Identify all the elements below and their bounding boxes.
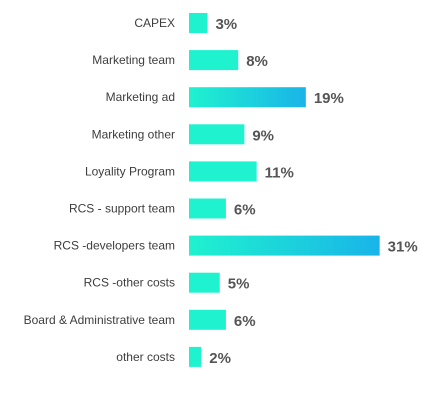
- category-label: RCS -developers team: [54, 239, 175, 253]
- bar: [189, 272, 220, 293]
- bar: [189, 124, 245, 145]
- category-label: Board & Administrative team: [24, 313, 175, 327]
- bar: [189, 309, 226, 330]
- bars-group: CAPEX 3% Marketing team 8% Marketing ad 19% Ma…: [24, 13, 418, 367]
- category-label: Marketing team: [92, 53, 175, 67]
- value-label: 11%: [265, 164, 294, 181]
- bar: [189, 235, 380, 256]
- value-label: 3%: [215, 16, 237, 33]
- bar: [189, 161, 257, 182]
- value-label: 6%: [234, 313, 256, 330]
- bar: [189, 13, 208, 33]
- category-label: RCS -other costs: [84, 276, 175, 290]
- value-label: 6%: [234, 202, 256, 219]
- bar: [189, 50, 239, 71]
- bar: [189, 87, 306, 108]
- bar: [189, 346, 202, 367]
- category-label: CAPEX: [134, 16, 175, 30]
- category-label: other costs: [116, 350, 175, 364]
- category-label: Marketing ad: [106, 90, 175, 104]
- value-label: 19%: [314, 90, 344, 107]
- value-label: 5%: [228, 276, 250, 293]
- value-label: 8%: [246, 53, 268, 70]
- bar: [189, 198, 226, 219]
- value-label: 2%: [209, 350, 231, 367]
- category-label: Marketing other: [92, 127, 175, 141]
- category-label: RCS - support team: [69, 202, 175, 216]
- value-label: 9%: [252, 127, 274, 144]
- value-label: 31%: [388, 239, 418, 256]
- category-label: Loyality Program: [85, 164, 175, 178]
